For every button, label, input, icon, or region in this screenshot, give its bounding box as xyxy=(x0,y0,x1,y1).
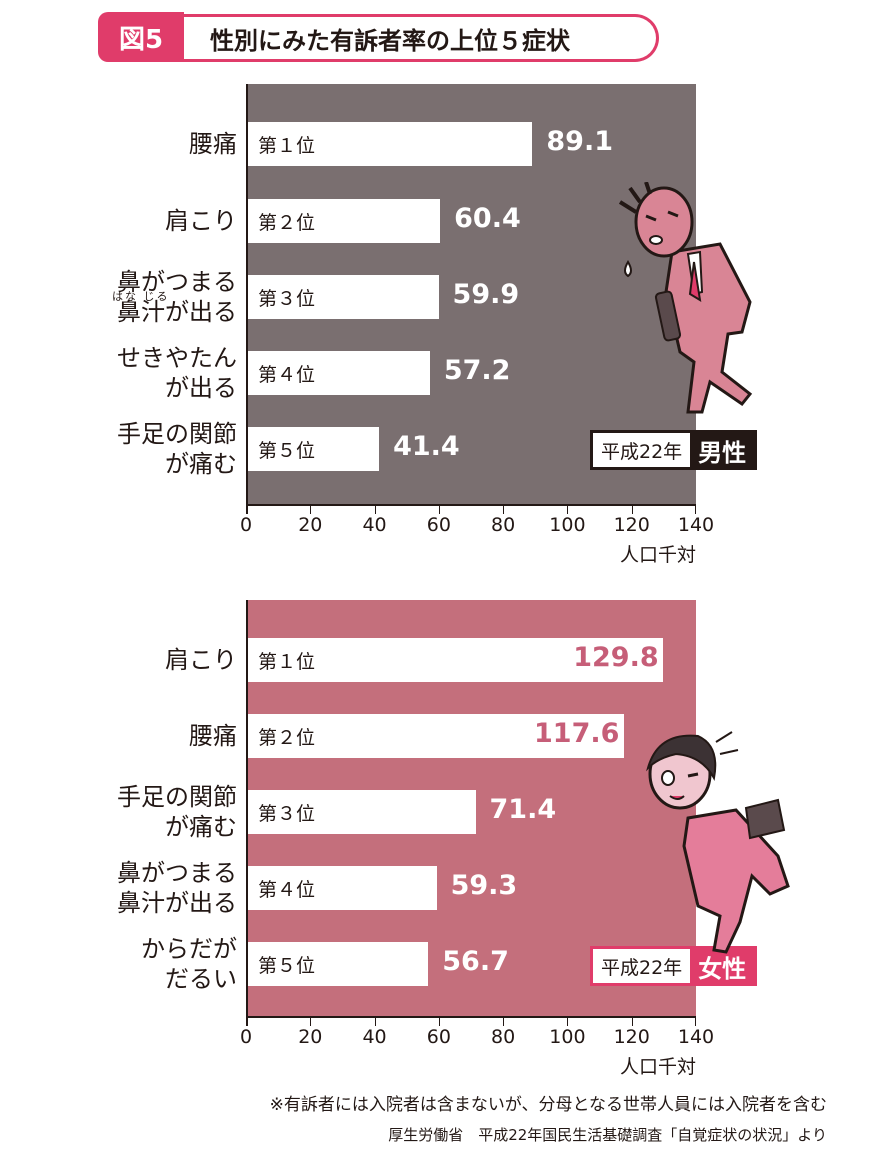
x-axis-unit: 人口千対 xyxy=(620,544,697,566)
bar: 第４位 xyxy=(248,866,437,910)
legend: 平成22年 男性 xyxy=(590,430,758,470)
x-tick xyxy=(438,1018,440,1026)
rank-label: 第３位 xyxy=(258,288,316,310)
rank-label: 第３位 xyxy=(258,803,316,825)
x-tick-label: 60 xyxy=(426,1026,451,1048)
rank-label: 第２位 xyxy=(258,212,316,234)
legend-sex: 男性 xyxy=(690,433,755,467)
category-label: 肩こり xyxy=(165,207,237,235)
category-label: 肩こり xyxy=(165,646,237,674)
x-tick xyxy=(503,506,505,514)
rank-label: 第２位 xyxy=(258,727,316,749)
x-tick xyxy=(246,1018,247,1026)
x-tick xyxy=(695,506,696,514)
bar: 第５位 xyxy=(248,942,429,986)
x-tick-label: 40 xyxy=(362,514,387,536)
category-label: 鼻がつまる 鼻汁が出る xyxy=(117,268,237,326)
bar: 第１位 xyxy=(248,122,533,166)
rank-label: 第４位 xyxy=(258,879,316,901)
legend-year: 平成22年 xyxy=(601,956,683,979)
man-illustration xyxy=(618,182,753,414)
bar: 第５位 xyxy=(248,427,380,471)
category-label: からだが だるい xyxy=(141,935,237,993)
x-tick-label: 100 xyxy=(549,1026,586,1048)
x-tick xyxy=(246,506,247,514)
category-label: 腰痛 xyxy=(189,130,237,158)
x-tick-label: 60 xyxy=(426,514,451,536)
x-tick xyxy=(695,1018,696,1026)
x-axis-unit: 人口千対 xyxy=(620,1056,697,1078)
bar: 第１位 xyxy=(248,638,664,682)
value-label: 60.4 xyxy=(454,203,521,234)
value-label: 117.6 xyxy=(534,718,620,749)
legend-year: 平成22年 xyxy=(601,440,683,463)
category-label: 腰痛 xyxy=(189,722,237,750)
x-tick-label: 140 xyxy=(677,514,715,536)
y-axis xyxy=(246,600,248,1026)
figure-title: 性別にみた有訴者率の上位５症状 xyxy=(184,14,659,62)
x-tick-label: 80 xyxy=(491,514,516,536)
x-tick-label: 80 xyxy=(491,1026,516,1048)
figure-badge: 図5 xyxy=(98,12,184,62)
x-tick-label: 40 xyxy=(362,1026,387,1048)
x-tick xyxy=(438,506,440,514)
woman-illustration xyxy=(646,731,790,954)
x-tick-label: 0 xyxy=(239,1026,253,1048)
category-label: 鼻がつまる 鼻汁が出る xyxy=(117,859,237,917)
rank-label: 第５位 xyxy=(258,955,316,977)
x-tick xyxy=(310,506,312,514)
legend-sex: 女性 xyxy=(690,949,755,983)
x-axis xyxy=(246,504,696,506)
value-label: 89.1 xyxy=(546,126,614,157)
x-tick xyxy=(567,506,569,514)
value-label: 71.4 xyxy=(489,794,557,825)
value-label: 59.3 xyxy=(450,870,518,901)
x-tick xyxy=(631,506,633,514)
x-tick-label: 20 xyxy=(298,514,323,536)
rank-label: 第１位 xyxy=(258,135,316,157)
category-label: 手足の関節 が痛む xyxy=(117,420,237,478)
furigana: はな じる xyxy=(112,290,170,303)
value-label: 129.8 xyxy=(573,642,659,673)
x-tick-label: 0 xyxy=(239,514,253,536)
x-tick-label: 120 xyxy=(613,514,650,536)
footnote-source: 厚生労働省 平成22年国民生活基礎調査「自覚症状の状況」より xyxy=(388,1126,827,1144)
bar: 第３位 xyxy=(248,275,439,319)
x-tick xyxy=(567,1018,569,1026)
value-label: 56.7 xyxy=(442,946,509,977)
value-label: 57.2 xyxy=(443,355,511,386)
x-tick-label: 120 xyxy=(613,1026,650,1048)
legend: 平成22年 女性 xyxy=(590,946,758,986)
category-label: 手足の関節 が痛む xyxy=(117,783,237,841)
bar: 第３位 xyxy=(248,790,476,834)
bar: 第２位 xyxy=(248,714,624,758)
x-tick-label: 20 xyxy=(298,1026,323,1048)
x-tick xyxy=(503,1018,505,1026)
value-label: 59.9 xyxy=(452,279,520,310)
bar: 第２位 xyxy=(248,199,441,243)
footnote-note: ※有訴者には入院者は含まないが、分母となる世帯人員には入院者を含む xyxy=(269,1095,827,1115)
rank-label: 第５位 xyxy=(258,440,316,462)
rank-label: 第４位 xyxy=(258,364,316,386)
x-tick xyxy=(374,1018,376,1026)
figure-header: 図5 性別にみた有訴者率の上位５症状 xyxy=(98,12,659,62)
x-tick xyxy=(310,1018,312,1026)
x-tick-label: 100 xyxy=(549,514,586,536)
value-label: 41.4 xyxy=(393,431,460,462)
x-tick-label: 140 xyxy=(677,1026,715,1048)
bar: 第４位 xyxy=(248,351,430,395)
rank-label: 第１位 xyxy=(258,651,316,673)
x-axis xyxy=(246,1016,696,1018)
x-tick xyxy=(631,1018,633,1026)
x-tick xyxy=(374,506,376,514)
category-label: せきやたん が出る xyxy=(117,344,237,402)
y-axis xyxy=(246,84,248,514)
